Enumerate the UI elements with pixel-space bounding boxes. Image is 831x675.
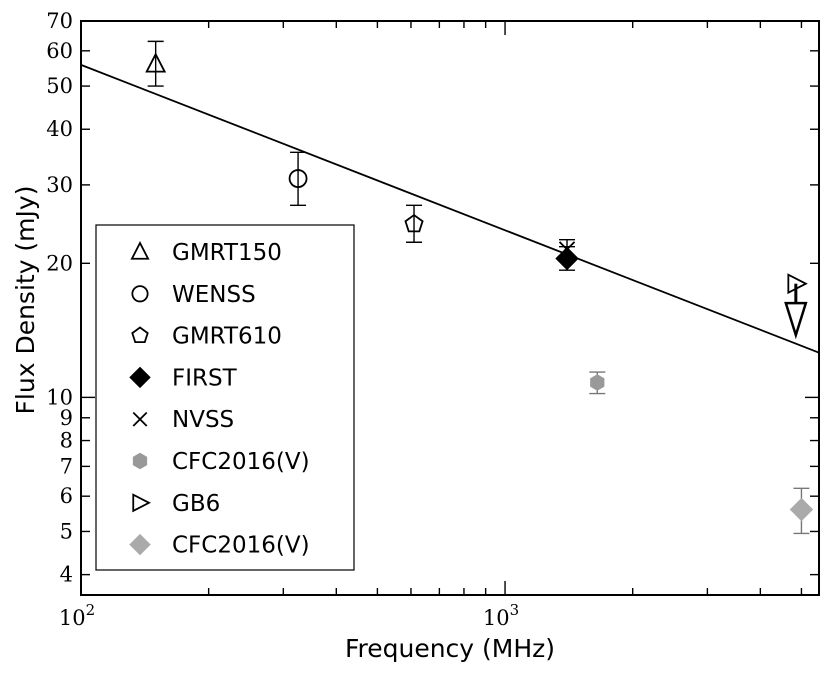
legend-item-nvss: NVSS bbox=[132, 407, 234, 433]
legend-item-gmrt150: GMRT150 bbox=[130, 240, 282, 266]
legend-marker bbox=[132, 411, 148, 427]
y-tick-label: 7 bbox=[60, 454, 73, 478]
gmrt150-error-bar bbox=[147, 40, 164, 87]
y-tick-label: 5 bbox=[60, 519, 73, 543]
wenss-error-bar bbox=[290, 151, 307, 206]
y-axis-label: Flux Density (mJy) bbox=[11, 186, 40, 415]
y-tick-label: 70 bbox=[46, 9, 73, 33]
legend-item-first: FIRST bbox=[129, 365, 238, 391]
y-tick-label: 50 bbox=[46, 74, 73, 98]
legend-marker bbox=[131, 285, 149, 303]
plot-frame bbox=[80, 20, 820, 596]
legend-label: GB6 bbox=[172, 491, 220, 517]
y-tick-label: 20 bbox=[46, 251, 73, 275]
legend-item-cfc2016-v: CFC2016(V) bbox=[129, 533, 310, 559]
legend-marker bbox=[129, 533, 151, 556]
cfc2016-v-point bbox=[789, 497, 814, 522]
y-tick-label: 40 bbox=[46, 117, 73, 141]
y-tick-label: 10 bbox=[46, 385, 73, 409]
x-tick-label: 103 bbox=[483, 601, 519, 630]
legend-marker bbox=[129, 366, 151, 389]
gb6-point bbox=[787, 273, 808, 295]
y-tick-label: 8 bbox=[60, 429, 73, 453]
legend-label: GMRT610 bbox=[172, 324, 282, 350]
y-tick-label: 4 bbox=[60, 563, 73, 587]
y-tick-label: 30 bbox=[46, 173, 73, 197]
legend-label: FIRST bbox=[172, 365, 238, 391]
wenss-point bbox=[288, 169, 308, 188]
legend-label: GMRT150 bbox=[172, 240, 282, 266]
legend-label: CFC2016(V) bbox=[172, 449, 310, 475]
power-law-fit-line bbox=[80, 64, 820, 354]
gmrt150-point bbox=[145, 52, 167, 73]
legend-marker bbox=[131, 326, 149, 344]
nvss-point bbox=[558, 241, 576, 258]
legend-marker bbox=[130, 241, 150, 260]
legend-label: CFC2016(V) bbox=[172, 533, 310, 559]
legend-marker bbox=[132, 452, 148, 470]
legend-label: NVSS bbox=[172, 407, 234, 433]
legend-marker bbox=[132, 493, 151, 513]
legend: GMRT150 WENSS GMRT610 FIRST NVSS CFC2016(V) GB… bbox=[95, 224, 355, 571]
gmrt610-error-bar bbox=[406, 204, 423, 243]
gmrt610-point bbox=[404, 213, 424, 233]
legend-box bbox=[95, 224, 355, 571]
legend-label: WENSS bbox=[172, 282, 256, 308]
cfc2016-v-point bbox=[590, 374, 605, 391]
x-tick-label: 102 bbox=[59, 601, 95, 630]
legend-item-wenss: WENSS bbox=[131, 282, 256, 308]
y-tick-label: 9 bbox=[60, 406, 73, 430]
gb6-upper-limit-arrow bbox=[784, 283, 808, 340]
legend-item-gmrt610: GMRT610 bbox=[131, 324, 282, 350]
y-tick-label: 60 bbox=[46, 39, 73, 63]
x-axis-label: Frequency (MHz) bbox=[345, 634, 555, 663]
y-tick-label: 6 bbox=[60, 484, 73, 508]
legend-item-gb6: GB6 bbox=[132, 491, 220, 517]
legend-item-cfc2016-v: CFC2016(V) bbox=[132, 449, 310, 475]
